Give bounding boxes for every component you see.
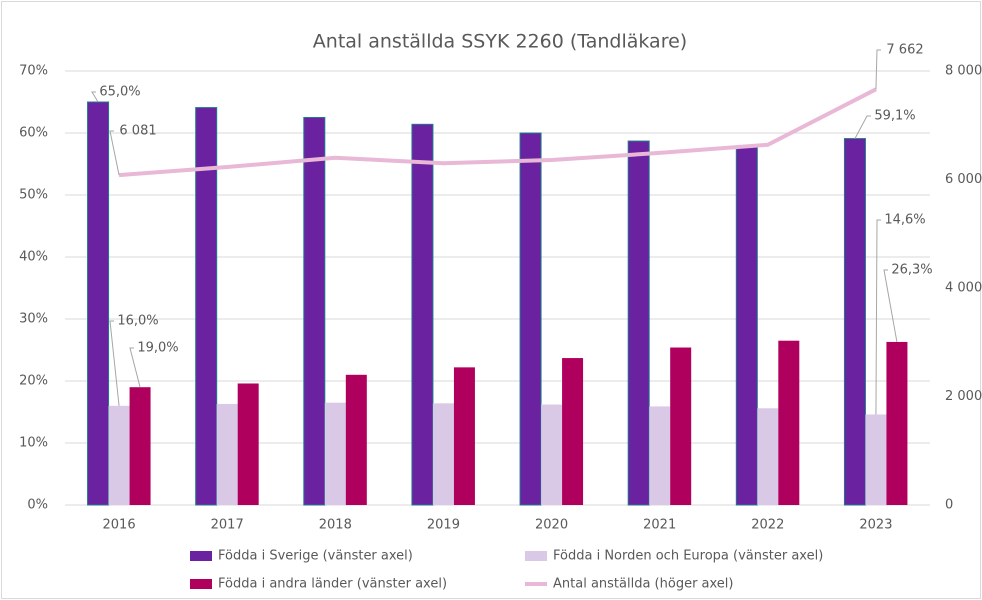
y2-tick-label: 4 000 <box>945 281 982 296</box>
x-tick-label: 2016 <box>103 518 136 533</box>
y2-tick-label: 8 000 <box>945 64 982 79</box>
line-series <box>118 87 877 178</box>
leader-line <box>91 91 99 103</box>
bar <box>411 123 434 506</box>
legend-label: Födda i Norden och Europa (vänster axel) <box>553 549 823 564</box>
leader-line <box>883 269 898 343</box>
bar <box>195 107 218 506</box>
leader-line <box>129 347 141 388</box>
bar <box>216 403 238 505</box>
x-tick-label: 2020 <box>535 518 568 533</box>
bar <box>303 117 326 506</box>
leader-line <box>109 320 120 406</box>
bar <box>108 405 130 505</box>
data-label: 19,0% <box>137 341 178 356</box>
x-tick-label: 2017 <box>211 518 244 533</box>
bar <box>670 347 692 505</box>
y-tick-label: 40% <box>19 250 48 265</box>
bar <box>519 132 542 506</box>
leader-line <box>875 49 881 90</box>
y2-tick-label: 0 <box>945 498 953 513</box>
bar <box>865 414 887 505</box>
x-tick-label: 2021 <box>643 518 676 533</box>
y2-tick-label: 2 000 <box>945 389 982 404</box>
data-label: 6 081 <box>119 124 156 139</box>
bar <box>886 341 908 505</box>
y-tick-label: 60% <box>19 126 48 141</box>
x-tick-label: 2023 <box>859 518 892 533</box>
bar <box>778 340 800 505</box>
x-tick-label: 2019 <box>427 518 460 533</box>
bar <box>843 138 866 506</box>
legend-label: Antal anställda (höger axel) <box>553 577 734 592</box>
data-label: 26,3% <box>891 263 932 278</box>
legend-label: Födda i Sverige (vänster axel) <box>218 549 413 564</box>
x-tick-label: 2022 <box>751 518 784 533</box>
y-tick-label: 70% <box>19 64 48 79</box>
data-label: 7 662 <box>886 43 923 58</box>
bar <box>324 402 346 505</box>
legend-swatch <box>190 579 212 589</box>
bar <box>237 383 259 505</box>
bar <box>129 387 151 505</box>
y-tick-label: 0% <box>27 498 48 513</box>
leader-line <box>109 130 120 176</box>
bar <box>649 406 671 505</box>
y2-tick-label: 6 000 <box>945 172 982 187</box>
bar <box>562 358 584 505</box>
y-tick-label: 20% <box>19 374 48 389</box>
legend-swatch <box>190 551 212 561</box>
data-label: 14,6% <box>884 213 925 228</box>
legend-label: Födda i andra länder (vänster axel) <box>218 577 447 592</box>
legend-swatch <box>525 551 547 561</box>
bar <box>87 101 110 506</box>
y-tick-label: 10% <box>19 436 48 451</box>
data-label: 59,1% <box>874 109 915 124</box>
bar <box>453 367 475 505</box>
y-tick-label: 30% <box>19 312 48 327</box>
leader-line <box>875 219 881 415</box>
bar <box>757 408 779 505</box>
bar <box>541 404 563 505</box>
bar <box>735 145 758 506</box>
bar <box>627 140 650 506</box>
chart-title: Antal anställda SSYK 2260 (Tandläkare) <box>313 31 687 53</box>
bar <box>432 403 454 505</box>
x-tick-label: 2018 <box>319 518 352 533</box>
y-tick-label: 50% <box>19 188 48 203</box>
data-label: 16,0% <box>117 314 158 329</box>
bar <box>345 374 367 505</box>
data-label: 65,0% <box>99 85 140 100</box>
leader-line <box>854 115 871 139</box>
